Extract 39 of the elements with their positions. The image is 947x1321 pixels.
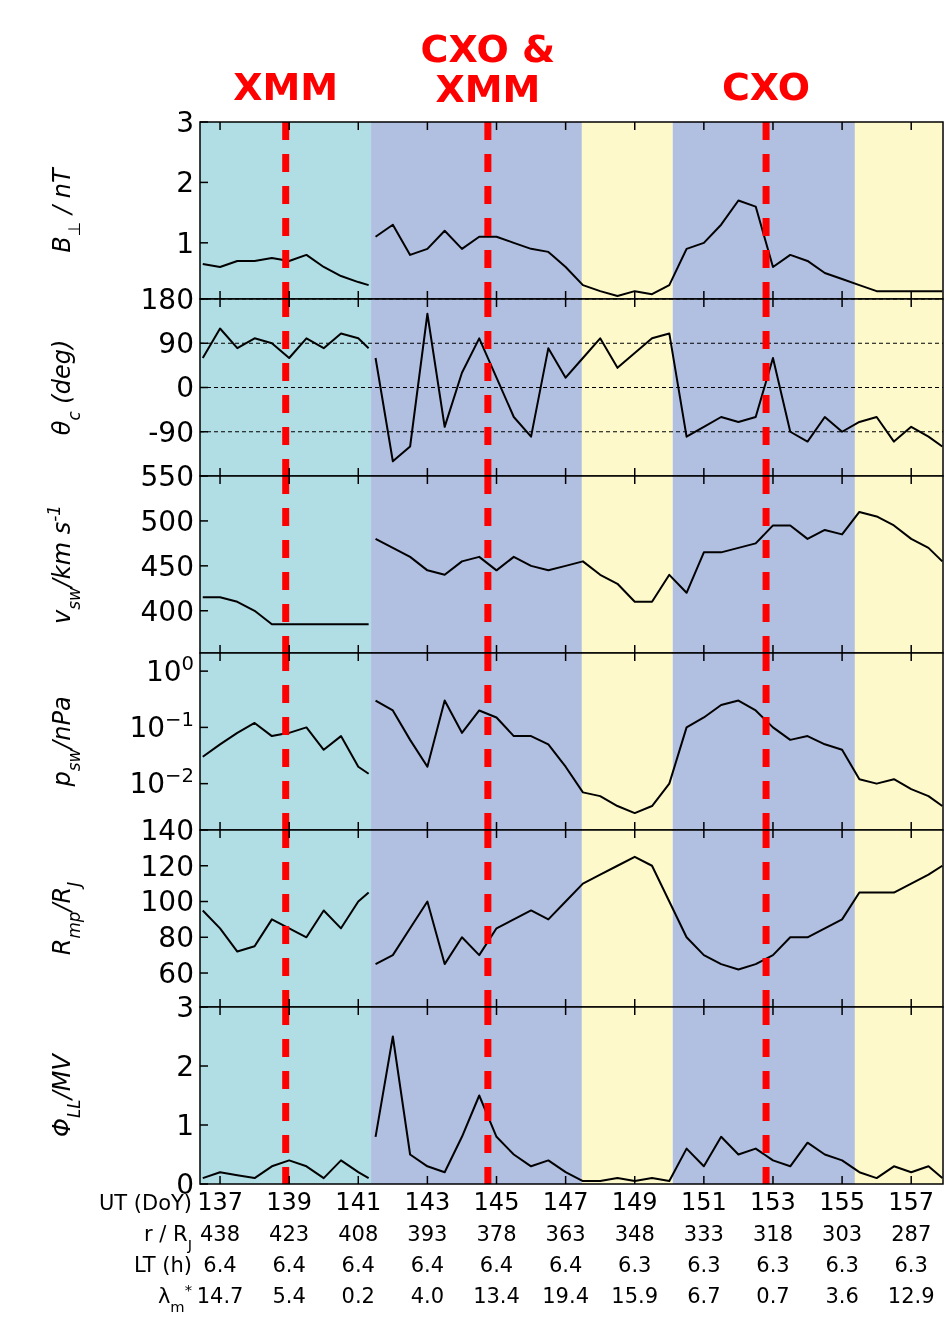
x-tick-label: 147 — [542, 1188, 589, 1216]
x-tick-label: 149 — [611, 1188, 658, 1216]
text: r / R$_{J}$ 438 423 408 393 378 363 348 333 318 303 287 — [144, 1222, 932, 1253]
ref-line-label: CXO — [721, 65, 811, 109]
ref-line-label: CXO & XMM — [420, 27, 556, 111]
y-tick-label: 10$^{−2}$ — [129, 763, 194, 801]
y-tick-label: 550 — [140, 459, 194, 493]
y-tick-label: 100 — [140, 885, 194, 919]
y-tick-label: 1 — [176, 1108, 194, 1142]
x-tick-label: 153 — [750, 1188, 796, 1216]
y-tick-label: 1 — [176, 226, 194, 260]
y-tick-label: 400 — [140, 594, 194, 628]
y-tick-label: 140 — [140, 813, 194, 847]
x-tick-label: 139 — [266, 1188, 313, 1216]
x-tick-label: 137 — [197, 1188, 243, 1216]
y-tick-label: 120 — [140, 849, 194, 883]
x-tick-label: 143 — [404, 1188, 451, 1216]
y-tick-label: 10$^{0}$ — [145, 651, 194, 688]
y-tick-label: 80 — [158, 921, 194, 955]
y-tick-label: 450 — [140, 549, 194, 583]
x-tick-label: 157 — [888, 1188, 935, 1216]
y-tick-label: 10$^{−1}$ — [129, 707, 194, 745]
y-tick-label: -90 — [148, 415, 194, 449]
y-tick-label: 60 — [158, 956, 194, 990]
y-tick-label: 3 — [176, 105, 194, 139]
y-tick-label: 500 — [140, 504, 194, 538]
y-tick-label: 180 — [140, 282, 194, 316]
y-tick-label: 90 — [158, 327, 194, 361]
x-tick-label: 155 — [819, 1188, 865, 1216]
x-tick-label: 145 — [473, 1188, 520, 1216]
ref-line-label: XMM — [233, 65, 339, 109]
text: LT (h) 6.4 6.4 6.4 6.4 6.4 6.4 6.3 6.3 6.3 6.3 6.3 — [133, 1253, 928, 1277]
x-tick-label: 151 — [680, 1188, 727, 1216]
x-tick-label: 141 — [335, 1188, 382, 1216]
y-tick-label: 3 — [176, 990, 194, 1024]
y-tick-label: 2 — [176, 1049, 194, 1083]
text: λ$_{m}$$^{*}$ 14.7 5.4 0.2 4.0 13.4 19.4 15.9 6.7 0.7 3.6 12.9 — [157, 1280, 935, 1315]
y-tick-label: 0 — [176, 371, 194, 405]
y-tick-label: 2 — [176, 166, 194, 200]
